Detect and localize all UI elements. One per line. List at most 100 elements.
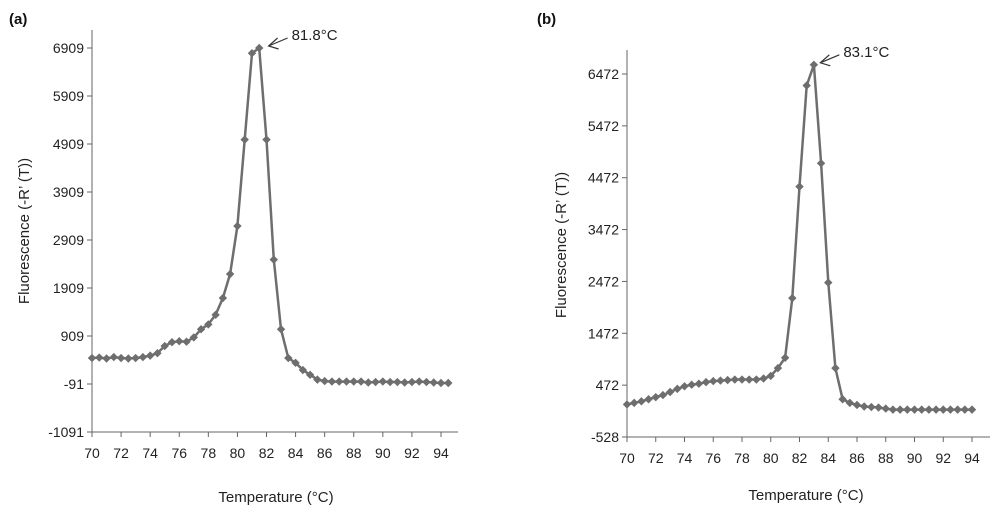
- panel-a-data-point: [335, 377, 344, 386]
- panel-b-data-point: [910, 405, 919, 414]
- panel-a-data-point: [276, 325, 286, 334]
- panel-b-label: (b): [537, 11, 556, 28]
- panel-a-ytick-label: 6909: [53, 40, 84, 56]
- panel-a-ytick-label: 2909: [53, 232, 84, 248]
- panel-a-data-point: [291, 358, 300, 368]
- panel-b-xtick-label: 72: [648, 450, 664, 466]
- panel-b-data-point: [953, 405, 962, 414]
- panel-a-xtick-label: 88: [346, 445, 362, 461]
- panel-a-data-point: [385, 377, 395, 387]
- panel-b-data-point: [917, 405, 926, 414]
- panel-a-data-point: [138, 352, 148, 362]
- panel-a-data-point: [255, 43, 264, 53]
- panel-a-data-point: [116, 353, 126, 363]
- panel-b-xlabel: Temperature (°C): [748, 487, 863, 504]
- panel-a-data-point: [182, 337, 191, 346]
- panel-b-data-point: [946, 405, 955, 414]
- panel-b-data-point: [766, 371, 775, 381]
- panel-b-data-point: [629, 398, 639, 408]
- panel-b-data-point: [802, 81, 811, 90]
- panel-b-annotation-arrow: [820, 54, 840, 64]
- panel-b-data-point: [838, 395, 847, 404]
- panel-b-data-point: [931, 405, 941, 414]
- panel-b-data-point: [816, 159, 826, 168]
- panel-a-data-point: [407, 377, 417, 387]
- panel-a-data-point: [204, 320, 213, 329]
- panel-a-ytick-label: 5909: [53, 88, 84, 104]
- panel-b-ytick-label: 2472: [588, 273, 619, 289]
- panel-b-data-point: [788, 293, 797, 303]
- panel-b-data-point: [658, 390, 668, 400]
- panel-b-ylabel: Fluorescence (-R’ (T)): [553, 172, 570, 318]
- panel-b-xtick-label: 92: [935, 450, 951, 466]
- panel-a-data-point: [269, 255, 278, 264]
- panel-b-data-point: [809, 60, 819, 69]
- panel-b-peak-annotation: 83.1°C: [843, 44, 889, 61]
- panel-b-xtick-label: 76: [705, 450, 721, 466]
- panel-b-data-point: [651, 392, 660, 402]
- panel-b-data-point: [867, 402, 876, 412]
- panel-a-xtick-label: 90: [375, 445, 391, 461]
- panel-a-data-point: [240, 135, 249, 144]
- panel-b-xtick-label: 82: [792, 450, 808, 466]
- panel-b-xtick-label: 94: [964, 450, 980, 466]
- panel-a-data-point: [153, 349, 162, 358]
- panel-a-data-point: [145, 351, 155, 360]
- panel-b-xtick-label: 80: [763, 450, 779, 466]
- panel-a-xtick-label: 92: [404, 445, 420, 461]
- panel-a-xtick-label: 78: [201, 445, 217, 461]
- panel-a-data-point: [305, 370, 315, 380]
- panel-a-ytick-label: 4909: [53, 136, 84, 152]
- panel-b-data-point: [673, 384, 682, 394]
- panel-b-data-point: [852, 400, 862, 410]
- panel-a-data-point: [233, 221, 242, 231]
- panel-b-data-point: [730, 375, 740, 384]
- panel-b-ytick-label: -528: [591, 429, 619, 445]
- panel-b-data-point: [874, 403, 883, 412]
- panel-a-data-point: [167, 337, 177, 347]
- panel-a-xtick-label: 76: [171, 445, 187, 461]
- panel-a-xtick-label: 74: [142, 445, 158, 461]
- panel-a-data-point: [160, 341, 169, 351]
- panel-b-data-point: [831, 363, 840, 373]
- panel-b-data-point: [644, 395, 653, 404]
- panel-b-ytick-label: 6472: [588, 66, 619, 82]
- panel-b-data-point: [622, 400, 632, 409]
- panel-b-data-point: [939, 405, 948, 414]
- panel-b-data-point: [967, 405, 977, 414]
- panel-b-data-point: [680, 382, 689, 391]
- panel-b-xtick-label: 86: [849, 450, 865, 466]
- panel-a-ytick-label: 1909: [53, 280, 84, 296]
- panel-b-arrow-head: [819, 54, 831, 67]
- panel-a-data-point: [298, 365, 308, 375]
- panel-b-xtick-label: 90: [907, 450, 923, 466]
- panel-a-series-line: [91, 46, 449, 385]
- panel-a-data-point: [196, 325, 206, 334]
- panel-a-data-point: [262, 135, 271, 144]
- panel-a-data-point: [371, 377, 380, 387]
- panel-a-annotation-arrow: [268, 37, 288, 47]
- panel-a-data-point: [211, 310, 220, 320]
- panel-a-data-point: [444, 378, 453, 388]
- panel-a-data-point: [189, 333, 198, 342]
- panel-a-data-point: [175, 337, 184, 346]
- panel-a-data-point: [313, 375, 322, 384]
- panel-a-data-point: [429, 378, 438, 387]
- panel-b-data-point: [744, 375, 754, 384]
- panel-b-data-point: [881, 404, 890, 413]
- panel-b-series-line: [626, 63, 972, 411]
- panel-b-xtick-label: 88: [878, 450, 894, 466]
- panel-a-xtick-label: 84: [288, 445, 304, 461]
- panel-b-data-point: [903, 405, 912, 414]
- panel-b-data-point: [752, 375, 761, 384]
- panel-a-peak-annotation: 81.8°C: [292, 27, 338, 44]
- panel-a-data-point: [284, 353, 293, 363]
- panel-a-data-point: [225, 269, 235, 279]
- panel-a-arrow-head: [267, 37, 279, 50]
- panel-b: (b) -528 472 1472 2472 3472 4472 5472 6472 70 72…: [537, 11, 990, 504]
- panel-a-data-point: [378, 377, 388, 386]
- panel-b-data-point: [773, 363, 783, 373]
- panel-a-xtick-label: 80: [230, 445, 246, 461]
- panel-a-data-point: [95, 353, 104, 362]
- panel-a-data-point: [87, 353, 97, 363]
